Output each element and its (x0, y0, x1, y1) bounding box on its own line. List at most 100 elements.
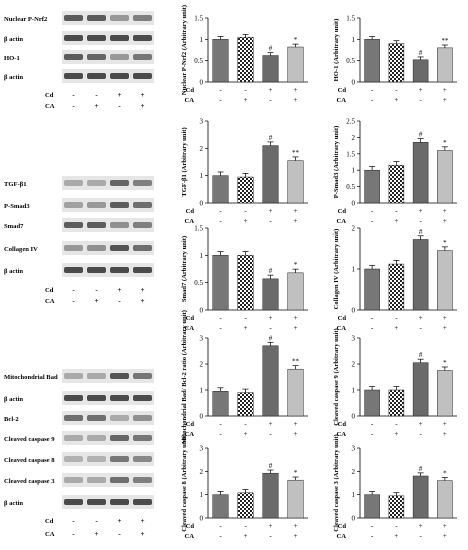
ca-sign: - (72, 297, 75, 305)
blot-band (133, 267, 152, 273)
blot-band (87, 245, 106, 251)
cd-sign: + (443, 207, 447, 215)
ca-sign: - (419, 96, 422, 104)
blot-band (87, 267, 106, 273)
y-tick-label: 1 (200, 252, 204, 260)
cd-label: Cd (338, 421, 347, 428)
blot-band (133, 35, 152, 41)
ca-sign: - (118, 530, 121, 538)
y-axis-label: Smad7 (Arbitrary unit) (181, 236, 188, 302)
blot-band (133, 415, 152, 421)
cd-sign: - (371, 522, 374, 530)
ca-label: CA (336, 97, 346, 104)
blot-band (87, 395, 106, 401)
cd-sign: - (395, 420, 398, 428)
cd-label: Cd (186, 523, 195, 530)
cd-sign: + (419, 207, 423, 215)
bar (212, 391, 229, 417)
y-tick-label: 0.5 (346, 183, 355, 191)
bar (412, 59, 429, 83)
cd-sign: + (443, 314, 447, 322)
blot-band (133, 202, 152, 208)
ca-label: CA (45, 531, 55, 538)
blot-band (110, 54, 129, 60)
ca-sign: - (118, 297, 121, 305)
ca-sign: + (294, 532, 298, 540)
ca-sign: + (394, 96, 398, 104)
y-tick-label: 1.5 (194, 15, 203, 23)
blot-strip (62, 452, 154, 466)
bar (237, 255, 254, 311)
ca-sign: - (269, 532, 272, 540)
blot-band (87, 373, 106, 379)
y-tick-label: 0.5 (194, 57, 203, 65)
blot-band (110, 499, 129, 505)
ca-sign: - (269, 430, 272, 438)
cd-sign: + (118, 91, 122, 99)
cd-label: Cd (338, 315, 347, 322)
blot-band (87, 180, 106, 186)
significance-mark: # (419, 351, 423, 359)
ca-sign: - (219, 96, 222, 104)
blot-band (133, 456, 152, 462)
ca-label: CA (184, 431, 194, 438)
y-tick-label: 3 (200, 335, 204, 343)
cd-sign: + (419, 522, 423, 530)
significance-mark: # (269, 334, 273, 342)
blot-band (64, 180, 83, 186)
y-tick-label: 1 (352, 266, 356, 274)
bar (388, 495, 405, 519)
cd-sign: + (269, 86, 273, 94)
ca-sign: + (141, 102, 145, 110)
ca-sign: - (219, 532, 222, 540)
bar-charts: 0 0.5 1 1.5 Nuclear P-Nrf2 (Arbitrary unit) -… (181, 5, 457, 540)
y-tick-label: 0 (352, 200, 356, 208)
blot-row-label: Smad7 (4, 223, 24, 230)
significance-mark: # (269, 134, 273, 142)
cd-sign: - (95, 286, 98, 294)
y-tick-label: 1 (352, 36, 356, 44)
blot-strip (62, 369, 154, 383)
significance-mark: # (269, 462, 273, 470)
y-tick-label: 0 (200, 515, 204, 523)
ca-sign: + (294, 324, 298, 332)
bar (412, 239, 429, 311)
bar (364, 494, 380, 519)
bar (287, 46, 304, 83)
bar (287, 272, 304, 311)
ca-sign: + (394, 430, 398, 438)
cd-sign: - (95, 91, 98, 99)
bar (287, 479, 304, 519)
cd-sign: + (443, 420, 447, 428)
ca-sign: - (419, 532, 422, 540)
y-tick-label: 0 (200, 200, 204, 208)
bar (237, 492, 254, 519)
blot-band (64, 395, 83, 401)
blot-band (133, 73, 152, 79)
bar (212, 175, 229, 204)
cd-sign: - (244, 207, 247, 215)
cd-label: Cd (338, 208, 347, 215)
blot-band (133, 395, 152, 401)
ca-sign: - (419, 430, 422, 438)
bar (437, 250, 453, 311)
y-tick-label: 1 (352, 387, 356, 395)
chart-1: 0 0.5 1 1.5 Nuclear P-Nrf2 (Arbitrary unit) -… (181, 5, 308, 104)
blot-band (133, 499, 152, 505)
blot-band (64, 202, 83, 208)
cd-sign: + (419, 314, 423, 322)
bar (287, 368, 304, 417)
significance-mark: # (269, 45, 273, 53)
ca-sign: + (394, 324, 398, 332)
blot-row-label: Cleaved caspase 8 (4, 457, 55, 464)
cd-sign: + (443, 522, 447, 530)
blot-row-label: β actin (4, 268, 23, 275)
bar (212, 494, 229, 519)
blot-band (87, 202, 106, 208)
cd-label: Cd (338, 87, 347, 94)
ca-label: CA (45, 298, 55, 305)
significance-mark: # (419, 131, 423, 139)
blot-strip (62, 31, 154, 45)
ca-sign: - (219, 217, 222, 225)
